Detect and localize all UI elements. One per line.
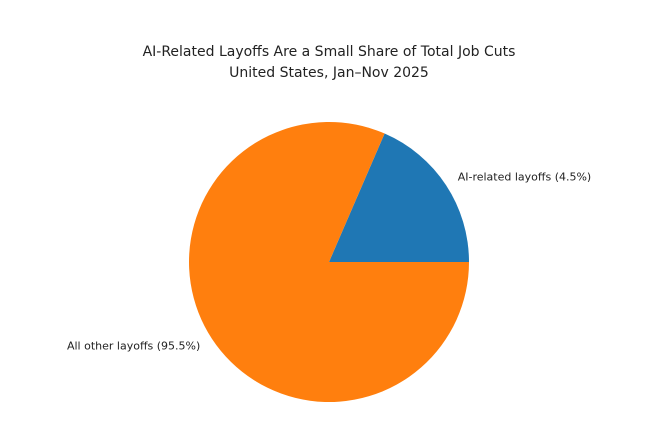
slice-label: AI-related layoffs (4.5%) xyxy=(458,170,592,183)
pie-slice xyxy=(329,133,469,262)
chart-subtitle: United States, Jan–Nov 2025 xyxy=(229,65,429,81)
chart-title: AI-Related Layoffs Are a Small Share of … xyxy=(143,44,516,60)
pie-slice xyxy=(188,122,469,403)
slice-label: All other layoffs (95.5%) xyxy=(67,340,200,353)
